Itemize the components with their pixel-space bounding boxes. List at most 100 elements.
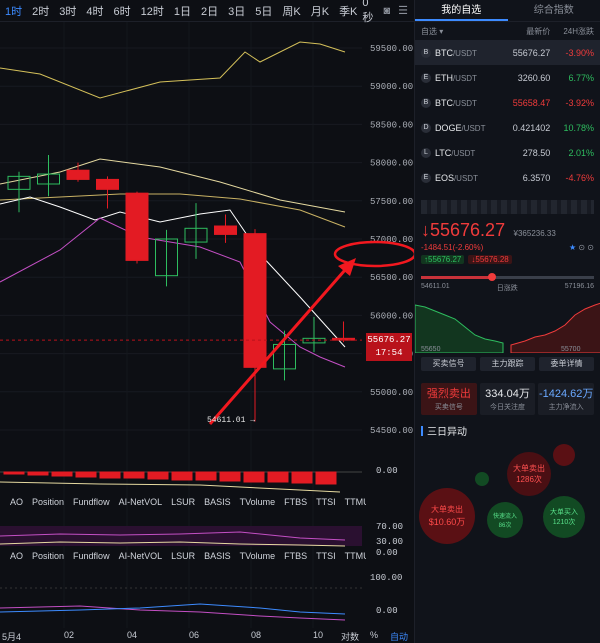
timeframe-option[interactable]: 12时 — [140, 5, 164, 18]
price-tick: 57500.00 — [370, 197, 413, 207]
indicator-tab[interactable]: TTMU — [344, 497, 366, 507]
symbol: BTC/USDT — [434, 47, 477, 58]
watchlist-row[interactable]: B BTC/USDT 55676.27 -3.90% — [415, 40, 600, 65]
candlestick-chart[interactable]: 59500.00 59000.00 58500.00 58000.00 57500.00… — [0, 22, 414, 628]
attention-box[interactable]: 334.04万 今日关注度 — [479, 383, 536, 415]
indicator-tab[interactable]: TTSI — [316, 551, 336, 561]
timeframe-option[interactable]: 月K — [310, 5, 330, 18]
auto-scale-toggle[interactable]: 自动 — [390, 632, 409, 642]
indicator-tab[interactable]: FTBS — [284, 497, 308, 507]
signal-box[interactable]: 强烈卖出 买卖信号 — [421, 383, 477, 415]
main-tracking-button[interactable]: 主力跟踪 — [480, 357, 535, 371]
tab-watchlist[interactable]: 我的自选 — [415, 0, 508, 21]
indicator-tab[interactable]: LSUR — [171, 551, 196, 561]
change-percent: 10.78% — [563, 122, 594, 133]
indicator-bar — [147, 471, 169, 480]
indicator-tab[interactable]: LSUR — [171, 497, 196, 507]
watchlist-row[interactable]: B BTC/USDT 55658.47 -3.92% — [415, 90, 600, 115]
price-tick: 56500.00 — [370, 273, 413, 283]
indicator-bar — [123, 471, 145, 479]
change-percent: -3.92% — [565, 97, 594, 108]
indicator-tab[interactable]: BASIS — [204, 497, 231, 507]
ask-price-pill: ↓55676.28 — [468, 255, 512, 264]
indicator-tabs-2[interactable]: AO Position Fundflow AI-NetVOL LSUR BASIS TVol… — [0, 551, 366, 564]
anomaly-bubbles: 大单卖出 $10.60万 快速流入 86次 大单卖出 1286次 大单买入 1210次 — [415, 442, 600, 544]
bubble-big-sell[interactable]: 大单卖出 $10.60万 — [419, 488, 475, 544]
indicator-tab[interactable]: TVolume — [239, 551, 276, 561]
camera-icon[interactable]: ◙ — [383, 4, 391, 17]
watchlist-row[interactable]: D DOGE/USDT 0.421402 10.78% — [415, 115, 600, 140]
signal-button[interactable]: 买卖信号 — [421, 357, 476, 371]
indicator-tab[interactable]: Position — [32, 497, 65, 507]
share-icon[interactable]: ⊙ — [578, 243, 586, 252]
indicator-tabs-1[interactable]: AO Position Fundflow AI-NetVOL LSUR BASIS TVol… — [0, 497, 366, 510]
watchlist-row[interactable]: E EOS/USDT 6.3570 -4.76% — [415, 165, 600, 190]
more-icon[interactable]: ⊙ — [587, 243, 594, 252]
market-side-panel: 我的自选 综合指数 自选 ▾ 最新价 24H涨跌 B BTC/USDT 55676.… — [414, 0, 600, 643]
change-percent: -3.90% — [565, 47, 594, 58]
chart-pane[interactable]: 1时 2时 3时 4时 6时 12时 1日 2日 3日 5日 周K 月K 季K 0秒 ◙ ☰ 59500.00… — [0, 0, 414, 643]
indicator3-line2 — [0, 603, 346, 615]
indicator1-line — [0, 481, 341, 493]
blurred-ticker-strip — [421, 200, 594, 214]
tab-index[interactable]: 综合指数 — [533, 5, 574, 16]
ma-line-purple — [0, 217, 346, 368]
range-low: 54611.01 — [421, 283, 450, 290]
x-tick: 08 — [251, 630, 262, 640]
indicator-bar — [195, 471, 217, 481]
timeframe-option[interactable]: 5日 — [255, 5, 273, 18]
coin-icon: D — [421, 122, 431, 133]
indicator-bar — [243, 471, 265, 483]
timeframe-option[interactable]: 4时 — [86, 5, 104, 18]
indicator-tab[interactable]: AO — [10, 497, 24, 507]
indicator-tab[interactable]: FTBS — [284, 551, 308, 561]
bubble-mid-buy[interactable]: 大单买入 1210次 — [543, 496, 585, 538]
indicator-tab[interactable]: AI-NetVOL — [118, 551, 163, 561]
range-high: 57196.16 — [564, 283, 594, 290]
timeframe-option[interactable]: 季K — [339, 5, 358, 18]
col-price[interactable]: 最新价 — [526, 26, 551, 36]
order-detail-button[interactable]: 委单详情 — [539, 357, 594, 371]
net-inflow-box[interactable]: -1424.62万 主力净流入 — [538, 383, 595, 415]
menu-icon[interactable]: ☰ — [398, 5, 408, 17]
timeframe-option[interactable]: 3时 — [59, 5, 77, 18]
bubble-mid-sell[interactable]: 大单卖出 1286次 — [507, 452, 551, 496]
indicator-tab[interactable]: AO — [10, 551, 24, 561]
indicator2-axis-70: 70.00 — [376, 522, 404, 532]
symbol: BTC/USDT — [434, 97, 477, 108]
ma-line-2 — [0, 158, 346, 213]
indicator-tab[interactable]: AI-NetVOL — [118, 497, 163, 507]
last-price: 6.3570 — [522, 172, 551, 183]
indicator-tab[interactable]: Fundflow — [73, 497, 110, 507]
timeframe-option[interactable]: 2日 — [201, 5, 219, 18]
watchlist-group-select[interactable]: 自选 ▾ — [421, 26, 444, 36]
indicator-tab[interactable]: TTSI — [316, 497, 336, 507]
time-axis: 5月4 02 04 06 08 10 对数 % 自动 — [0, 628, 414, 643]
indicator-bar — [51, 471, 73, 477]
watchlist-row[interactable]: E ETH/USDT 3260.60 6.77% — [415, 65, 600, 90]
bubble-fast-inflow[interactable]: 快速流入 86次 — [487, 502, 523, 538]
indicator-tab[interactable]: BASIS — [204, 551, 231, 561]
star-icon[interactable]: ★ — [568, 243, 577, 252]
candle-body — [155, 238, 178, 277]
price-tick: 59500.00 — [370, 44, 413, 54]
timeframe-option[interactable]: 1时 — [5, 5, 23, 18]
timeframe-option[interactable]: 周K — [282, 5, 301, 18]
percent-scale-toggle[interactable]: % — [370, 630, 379, 640]
bubble-small — [553, 444, 575, 466]
indicator-tab[interactable]: TVolume — [239, 497, 276, 507]
ma-line-3 — [0, 193, 346, 228]
indicator-tab[interactable]: Fundflow — [73, 551, 110, 561]
timeframe-option[interactable]: 2时 — [32, 5, 50, 18]
last-price: 0.421402 — [512, 122, 551, 133]
ticker-summary: ↓55676.27 ¥365236.33 -1484.51(-2.60%) ★ … — [415, 214, 600, 293]
indicator1-axis-zero: 0.00 — [376, 466, 398, 476]
log-scale-toggle[interactable]: 对数 — [341, 632, 360, 642]
timeframe-option[interactable]: 1日 — [173, 5, 191, 18]
watchlist-row[interactable]: L LTC/USDT 278.50 2.01% — [415, 140, 600, 165]
indicator-tab[interactable]: Position — [32, 551, 65, 561]
col-change[interactable]: 24H涨跌 — [563, 26, 594, 36]
timeframe-option[interactable]: 6时 — [113, 5, 131, 18]
timeframe-option[interactable]: 3日 — [228, 5, 246, 18]
indicator-tab[interactable]: TTMU — [344, 551, 366, 561]
